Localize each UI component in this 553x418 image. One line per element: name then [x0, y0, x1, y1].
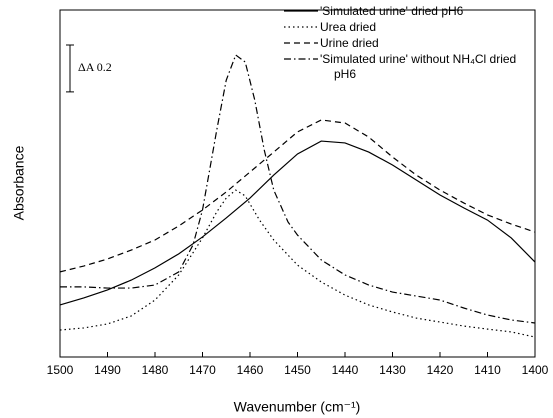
x-tick-label: 1470: [189, 363, 216, 377]
legend: 'Simulated urine' dried pH6 Urea dried Uri…: [282, 4, 534, 83]
x-tick-label: 1440: [332, 363, 359, 377]
x-tick-label: 1450: [284, 363, 311, 377]
series-line: [59, 140, 536, 306]
legend-swatch: [284, 42, 318, 44]
series-line: [59, 119, 536, 273]
x-tick-label: 1500: [47, 363, 74, 377]
legend-label: 'Simulated urine' without NH₄Cl dried pH…: [320, 52, 517, 81]
x-tick-label: 1410: [474, 363, 501, 377]
legend-item: 'Simulated urine' without NH₄Cl dried pH…: [282, 52, 534, 82]
scale-label: ΔA 0.2: [78, 60, 112, 74]
legend-item: Urine dried: [282, 36, 534, 51]
series-line: [60, 54, 536, 324]
x-axis-title: Wavenumber (cm⁻¹): [234, 399, 361, 415]
legend-swatch: [284, 10, 318, 12]
x-tick-label: 1430: [379, 363, 406, 377]
legend-label: Urine dried: [320, 36, 379, 50]
legend-label: 'Simulated urine' dried pH6: [320, 4, 464, 18]
x-tick-label: 1400: [522, 363, 549, 377]
legend-label: Urea dried: [320, 20, 377, 34]
legend-item: 'Simulated urine' dried pH6: [282, 4, 534, 19]
x-tick-label: 1460: [237, 363, 264, 377]
legend-item: Urea dried: [282, 20, 534, 35]
legend-swatch: [284, 58, 318, 60]
series-line: [59, 189, 536, 338]
y-axis-title: Absorbance: [11, 145, 27, 220]
x-tick-label: 1480: [142, 363, 169, 377]
x-tick-label: 1490: [94, 363, 121, 377]
x-tick-label: 1420: [427, 363, 454, 377]
legend-swatch: [284, 26, 318, 28]
